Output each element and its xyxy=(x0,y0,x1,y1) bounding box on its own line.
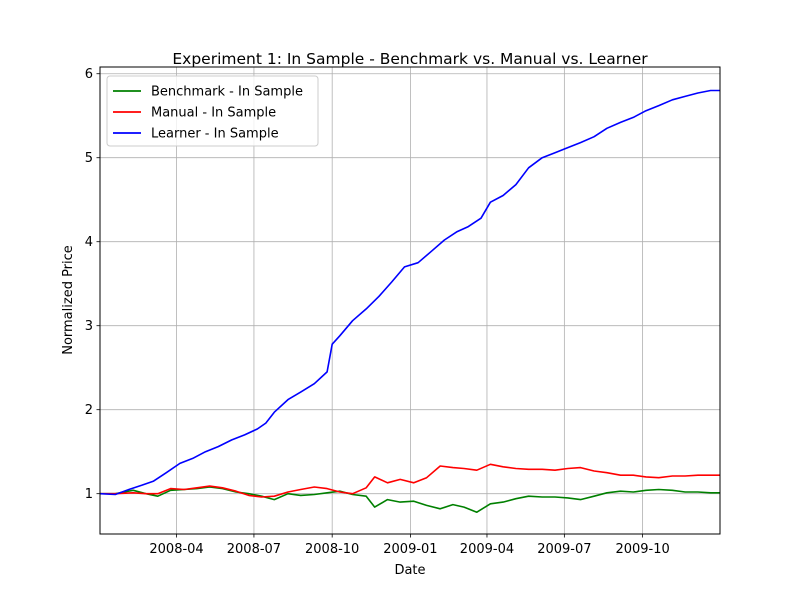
y-tick-label: 5 xyxy=(85,151,93,166)
x-tick-label: 2009-07 xyxy=(537,542,591,557)
y-axis: 1 2 3 4 5 6 xyxy=(85,67,100,502)
x-axis-label: Date xyxy=(394,563,425,578)
x-tick-label: 2008-10 xyxy=(305,542,359,557)
x-tick-label: 2009-04 xyxy=(460,542,514,557)
x-axis: 2008-04 2008-07 2008-10 2009-01 2009-04 2009-… xyxy=(149,534,670,557)
y-axis-label: Normalized Price xyxy=(61,245,76,355)
x-tick-label: 2008-07 xyxy=(227,542,281,557)
chart-title: Experiment 1: In Sample - Benchmark vs. … xyxy=(172,50,648,68)
grid xyxy=(100,67,720,534)
legend-label-0: Benchmark - In Sample xyxy=(151,85,303,100)
x-tick-label: 2009-10 xyxy=(615,542,669,557)
plot-frame xyxy=(99,66,721,535)
series-line-0 xyxy=(100,486,720,514)
x-tick-label: 2008-04 xyxy=(149,542,203,557)
legend: Benchmark - In Sample Manual - In Sample L… xyxy=(106,75,319,147)
series-line-2 xyxy=(100,89,720,496)
y-tick-label: 3 xyxy=(85,319,93,334)
legend-label-2: Learner - In Sample xyxy=(151,127,279,142)
y-tick-label: 6 xyxy=(85,67,93,82)
y-tick-label: 2 xyxy=(85,403,93,418)
y-tick-label: 4 xyxy=(85,235,93,250)
legend-box xyxy=(106,75,319,147)
series-line-1 xyxy=(100,463,720,498)
y-tick-label: 1 xyxy=(85,487,93,502)
legend-label-1: Manual - In Sample xyxy=(151,106,276,121)
series-lines xyxy=(100,89,720,514)
x-tick-label: 2009-01 xyxy=(383,542,437,557)
